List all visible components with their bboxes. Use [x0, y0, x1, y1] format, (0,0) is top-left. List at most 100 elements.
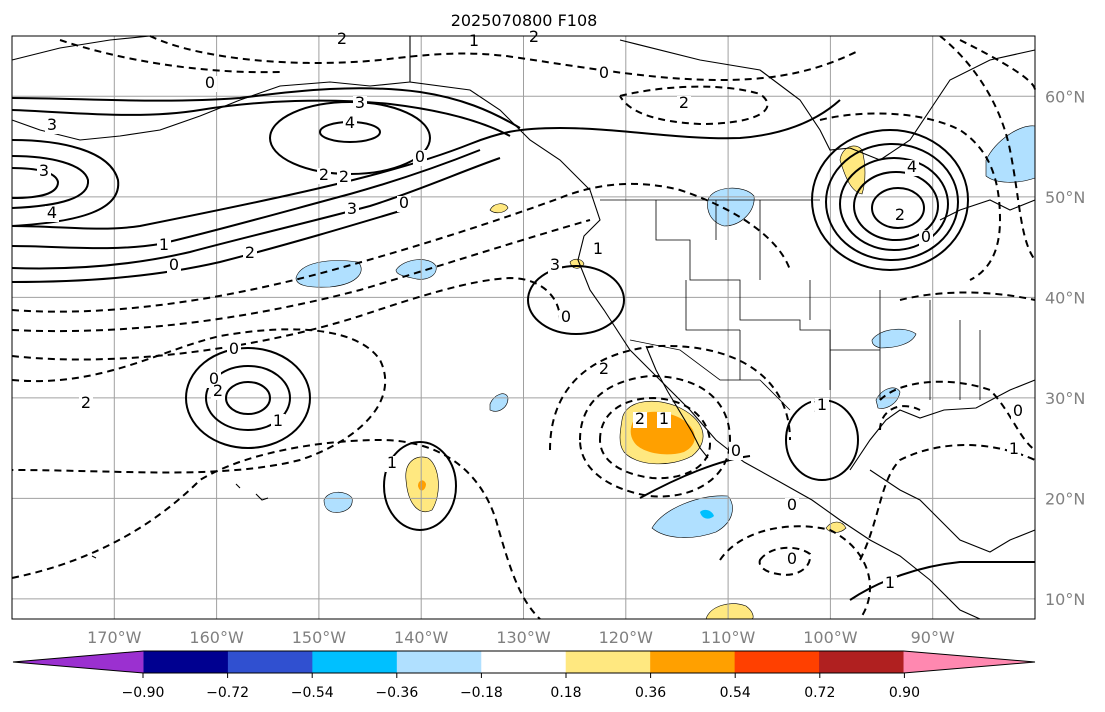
contour-label-background — [591, 242, 605, 258]
longitude-labels: 170°W 160°W 150°W 140°W 130°W 120°W 110°W 100°W… — [87, 628, 955, 647]
contour-value-label: 4 — [907, 157, 917, 176]
lat-lon-grid — [12, 36, 1035, 619]
contour-line — [719, 525, 871, 620]
contour-label-background — [677, 96, 691, 112]
latitude-label: 50°N — [1045, 188, 1085, 207]
figure-title: 2025070800 F108 — [451, 11, 598, 30]
negative-anomaly-area — [651, 495, 733, 538]
contour-value-label: 2 — [337, 29, 347, 48]
positive-anomaly-core — [418, 480, 426, 491]
contour-value-label: 3 — [39, 161, 49, 180]
us-state-borders — [655, 200, 981, 400]
contour-line — [879, 380, 1036, 451]
longitude-label: 110°W — [701, 628, 756, 647]
central-america-coast — [869, 469, 1036, 553]
contour-line — [619, 85, 769, 126]
contour-label-background — [597, 362, 611, 378]
longitude-label: 130°W — [496, 628, 551, 647]
latitude-label: 20°N — [1045, 489, 1085, 508]
contour-value-label: 2 — [635, 409, 645, 428]
contour-label-background — [337, 170, 351, 186]
longitude-label: 150°W — [292, 628, 347, 647]
contour-value-label: 1 — [469, 31, 479, 50]
contour-label-background — [883, 576, 897, 592]
contour-value-label: 2 — [245, 243, 255, 262]
contour-label-background — [657, 412, 671, 428]
contour-label-background — [243, 246, 257, 262]
contour-line — [839, 157, 949, 251]
negative-anomaly-area — [323, 491, 353, 513]
contour-value-label: 0 — [169, 255, 179, 274]
longitude-label: 160°W — [189, 628, 244, 647]
colorbar-segment — [227, 651, 313, 673]
contour-label-background — [45, 118, 59, 134]
contour-value-label: 4 — [345, 113, 355, 132]
contour-line — [859, 444, 1036, 561]
north-america-west-coast — [409, 36, 981, 620]
longitude-label: 170°W — [87, 628, 142, 647]
contour-label-background — [633, 412, 647, 428]
negative-anomaly-area — [395, 259, 437, 280]
contour-line — [11, 207, 411, 283]
contour-value-label: 0 — [205, 73, 215, 92]
contour-label-background — [597, 66, 611, 82]
contour-line — [185, 347, 311, 449]
positive-anomaly-area — [489, 203, 509, 214]
contour-label-background — [893, 208, 907, 224]
colorbar-tick-label: −0.54 — [291, 685, 334, 701]
contour-value-label: 1 — [1009, 439, 1019, 458]
contour-label-background — [353, 96, 367, 112]
contour-line — [825, 143, 959, 261]
negative-anomaly-area — [871, 328, 917, 349]
colorbar-segment — [143, 651, 229, 673]
contour-label-background — [157, 238, 171, 254]
contour-value-label: 2 — [339, 167, 349, 186]
colorbar-tick-label: 0.54 — [720, 685, 751, 701]
latitude-label: 40°N — [1045, 288, 1085, 307]
contour-line — [11, 139, 120, 227]
contour-line — [578, 374, 732, 498]
contour-label-background — [317, 168, 331, 184]
map-frame — [11, 35, 1036, 620]
contour-line — [11, 99, 511, 137]
contour-value-label: 0 — [561, 307, 571, 326]
contour-line — [959, 39, 1036, 91]
contour-label-background — [467, 34, 481, 50]
contour-label-background — [919, 230, 933, 246]
latitude-label: 30°N — [1045, 389, 1085, 408]
colorbar-tick-label: 0.72 — [804, 685, 835, 701]
contour-line — [59, 39, 281, 74]
contour-value-label: 2 — [81, 393, 91, 412]
positive-anomaly-area — [705, 603, 754, 620]
contour-label-background — [385, 456, 399, 472]
contour-line — [11, 157, 501, 270]
contour-value-label: 1 — [659, 409, 669, 428]
contour-value-label: 0 — [599, 63, 609, 82]
contour-label-background — [45, 206, 59, 222]
contour-value-label: 3 — [47, 115, 57, 134]
contour-line — [11, 438, 541, 620]
contour-value-label: 0 — [229, 339, 239, 358]
gulf-coast — [849, 379, 1036, 471]
colorbar-segment — [312, 651, 398, 673]
contour-label-background — [559, 310, 573, 326]
colorbar-tick-label: −0.18 — [460, 685, 503, 701]
contour-line — [899, 291, 1036, 301]
negative-anomaly-core — [700, 509, 714, 519]
colorbar-tick-label: 0.90 — [889, 685, 920, 701]
contour-label-background — [905, 160, 919, 176]
longitude-label: 100°W — [803, 628, 858, 647]
map-panel: 2120034334220102230134200202120120110101… — [11, 27, 1036, 620]
contour-value-label: 0 — [787, 495, 797, 514]
contour-value-label: 0 — [415, 147, 425, 166]
contour-value-label: 2 — [895, 205, 905, 224]
contour-value-label: 0 — [399, 193, 409, 212]
contour-value-label: 3 — [355, 93, 365, 112]
colorbar-tick-label: −0.72 — [206, 685, 249, 701]
longitude-label: 140°W — [394, 628, 449, 647]
colorbar-tick-label: 0.36 — [635, 685, 666, 701]
contour-value-label: 2 — [679, 93, 689, 112]
contour-label-background — [271, 414, 285, 430]
contour-value-label: 1 — [593, 239, 603, 258]
contour-line — [598, 396, 712, 480]
